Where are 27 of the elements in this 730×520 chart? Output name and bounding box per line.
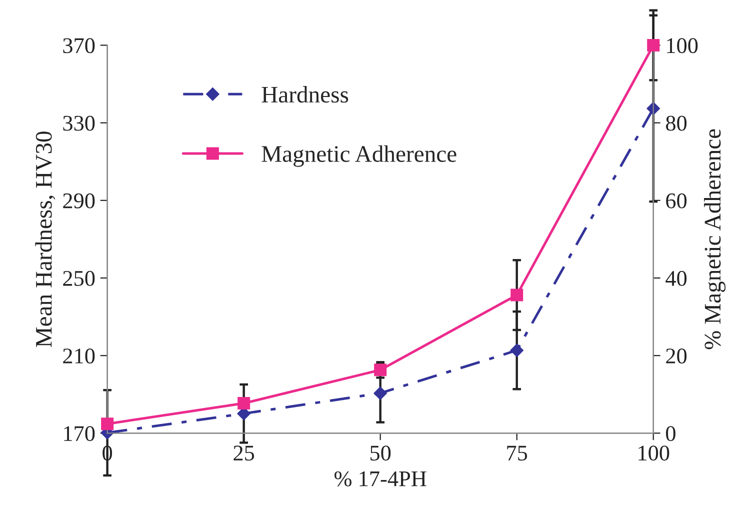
y2-tick-label: 20	[666, 348, 687, 364]
point	[647, 38, 660, 52]
legend-label: Hardness	[262, 86, 348, 103]
y2-tick-label: 40	[666, 270, 687, 286]
point	[374, 386, 387, 400]
x-tick-label: 25	[234, 446, 254, 461]
point	[238, 397, 250, 410]
legend-label: Magnetic Adherence	[262, 145, 456, 167]
y2-axis-title: % Magnetic Adherence	[704, 129, 726, 350]
point	[510, 288, 524, 302]
point	[101, 418, 114, 430]
y2-tick-label: 60	[666, 193, 687, 208]
x-tick-label: 100	[638, 446, 670, 461]
y-tick-label: 170	[64, 426, 95, 442]
y-tick-label: 330	[63, 116, 95, 131]
x-tick-label: 75	[507, 446, 528, 461]
y-tick-label: 290	[63, 193, 95, 208]
x-tick-label: 50	[370, 446, 391, 461]
y2-tick-label: 100	[667, 38, 698, 54]
y-tick-label: 370	[63, 38, 95, 54]
x-axis-title: % 17-4PH	[334, 471, 426, 486]
point	[510, 344, 524, 357]
y2-tick-label: 80	[666, 116, 687, 131]
y-tick-label: 250	[63, 270, 95, 286]
y-tick-label: 210	[63, 348, 95, 364]
y2-tick-label: 0	[666, 426, 676, 442]
y-axis-title: Mean Hardness, HV30	[35, 132, 56, 348]
